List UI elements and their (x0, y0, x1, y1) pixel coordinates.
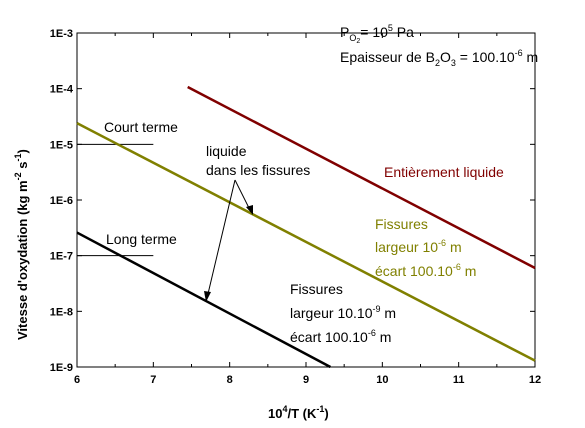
y-tick-label-4: 1E-5 (50, 139, 73, 151)
series-line-1 (76, 122, 536, 362)
annotation-fissures2-l1: Fissures (290, 281, 343, 297)
annotation-entierement-liquide: Entièrement liquide (384, 164, 504, 180)
plot-area: 6 7 8 9 10 11 12 1E-9 1E-8 1E-7 1E-6 1E-5 1E-4 1E-3 (50, 28, 541, 386)
y-tick-label-5: 1E-4 (50, 84, 74, 96)
annotation-fissures1-l3: écart 100.10-6 m (375, 262, 476, 279)
x-tick-label-1: 7 (150, 374, 156, 386)
x-tick-label-6: 12 (529, 374, 541, 386)
annotations: PO2= 105 Pa Epaisseur de B2O3 = 100.10-6… (104, 23, 538, 345)
annotation-liquide-line1: liquide (206, 143, 247, 159)
annotation-court-terme: Court terme (104, 119, 178, 135)
x-tick-label-3: 9 (303, 374, 309, 386)
x-tick-label-0: 6 (74, 374, 80, 386)
annotation-fissures1-l1: Fissures (375, 216, 428, 232)
y-tick-label-1: 1E-8 (50, 306, 73, 318)
annotation-po2: PO2= 105 Pa (340, 23, 414, 45)
y-tick-label-6: 1E-3 (50, 28, 73, 40)
y-tick-label-2: 1E-7 (50, 251, 73, 263)
x-tick-label-4: 10 (376, 374, 388, 386)
liquide-arrow-2-line (206, 179, 236, 299)
liquide-arrow-1-head (246, 205, 253, 215)
x-tick-label-2: 8 (227, 374, 233, 386)
series-line-0 (187, 85, 536, 270)
annotation-epaisseur: Epaisseur de B2O3 = 100.10-6 m (340, 48, 538, 68)
x-tick-label-5: 11 (453, 374, 465, 386)
series-line-2 (76, 231, 332, 369)
y-tick-label-0: 1E-9 (50, 362, 73, 374)
liquide-arrow-2-head (204, 291, 211, 302)
annotation-fissures2-l3: écart 100.10-6 m (290, 328, 391, 345)
annotation-long-terme: Long terme (106, 231, 177, 247)
annotation-fissures1-l2: largeur 10-6 m (375, 238, 462, 255)
x-axis-title: 104/T (K-1) (268, 404, 329, 421)
annotation-fissures2-l2: largeur 10.10-9 m (290, 304, 396, 321)
y-tick-label-3: 1E-6 (50, 195, 73, 207)
y-axis-title: Vitesse d'oxydation (kg m-2 s-1) (13, 149, 30, 340)
annotation-liquide-line2: dans les fissures (206, 162, 310, 178)
